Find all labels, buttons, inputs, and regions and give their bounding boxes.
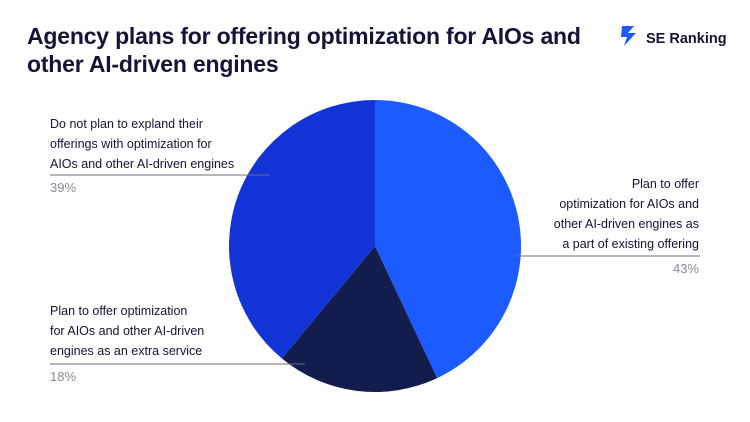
- slice-label-no-plans: Do not plan to expland their offerings w…: [50, 114, 234, 174]
- brand-logo: SE Ranking: [618, 24, 727, 53]
- slice-value-extra-service: 18%: [50, 369, 77, 384]
- pie-slice-existing-offering: [375, 100, 521, 379]
- slice-label-extra-service: Plan to offer optimization for AIOs and …: [50, 301, 204, 361]
- slice-value-existing-offering: 43%: [672, 261, 699, 276]
- slice-label-line: Plan to offer optimization: [50, 304, 188, 318]
- chart-title: Agency plans for offering optimization f…: [27, 23, 581, 77]
- slice-label-existing-offering: Plan to offer optimization for AIOs and …: [554, 174, 699, 254]
- slice-label-line: offerings with optimization for: [50, 137, 212, 151]
- pie-slice-extra-service: [281, 246, 438, 392]
- slice-label-line: Plan to offer: [631, 177, 699, 191]
- slice-label-line: for AIOs and other AI-driven: [50, 324, 205, 338]
- slice-label-line: a part of existing offering: [562, 237, 699, 251]
- slice-label-line: AIOs and other AI-driven engines: [50, 157, 235, 171]
- slice-value-no-plans: 39%: [50, 180, 77, 195]
- brand-name: SE Ranking: [646, 30, 727, 47]
- slice-label-line: Do not plan to expland their: [50, 117, 203, 131]
- pie-slice-no-plans: [229, 100, 375, 359]
- se-ranking-lightning-icon: [618, 24, 640, 53]
- slice-label-line: other AI-driven engines as: [553, 217, 699, 231]
- slice-label-line: engines as an extra service: [50, 344, 203, 358]
- slice-label-line: optimization for AIOs and: [559, 197, 699, 211]
